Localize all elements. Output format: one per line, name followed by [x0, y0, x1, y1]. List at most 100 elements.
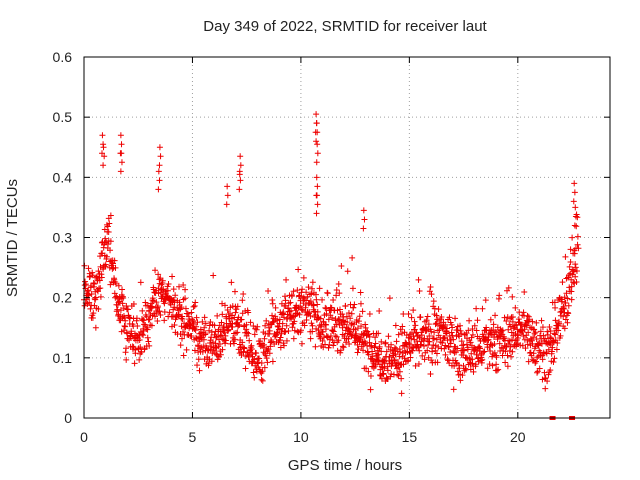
data-point	[335, 337, 342, 344]
x-tick-label: 10	[293, 429, 309, 445]
data-point	[263, 355, 270, 362]
data-point	[201, 324, 208, 331]
data-point	[238, 316, 245, 323]
data-point	[552, 331, 559, 338]
data-point	[349, 285, 356, 292]
data-point	[479, 356, 486, 363]
data-point	[238, 351, 245, 358]
data-point	[355, 345, 362, 352]
data-point	[231, 336, 238, 343]
data-point	[398, 375, 405, 382]
data-point	[261, 364, 268, 371]
data-point	[426, 338, 433, 345]
data-point	[118, 150, 125, 157]
data-point	[121, 314, 128, 321]
data-point	[550, 358, 557, 365]
data-point	[239, 339, 246, 346]
data-point	[170, 286, 177, 293]
data-point	[251, 374, 258, 381]
data-point	[546, 323, 553, 330]
data-point	[323, 321, 330, 328]
data-point	[208, 358, 215, 365]
data-point	[182, 286, 189, 293]
data-point	[354, 349, 361, 356]
data-point	[404, 343, 411, 350]
data-point	[345, 335, 352, 342]
data-point	[435, 306, 442, 313]
data-point	[381, 360, 388, 367]
data-point	[450, 336, 457, 343]
data-point	[428, 357, 435, 364]
data-point	[442, 342, 449, 349]
data-point	[182, 295, 189, 302]
data-point	[259, 368, 266, 375]
data-point	[294, 287, 301, 294]
data-point	[571, 250, 578, 257]
data-point	[548, 348, 555, 355]
data-point	[523, 322, 530, 329]
data-point	[395, 372, 402, 379]
data-point	[175, 312, 182, 319]
data-point	[243, 321, 250, 328]
data-point	[491, 349, 498, 356]
data-point	[330, 297, 337, 304]
data-point	[405, 340, 412, 347]
data-point	[347, 315, 354, 322]
data-point	[87, 284, 94, 291]
data-point	[118, 159, 125, 166]
data-point	[564, 295, 571, 302]
data-point	[222, 332, 229, 339]
data-point	[114, 301, 121, 308]
data-point	[182, 305, 189, 312]
data-point	[541, 369, 548, 376]
data-point	[365, 351, 372, 358]
data-point	[366, 310, 373, 317]
data-point	[145, 316, 152, 323]
data-point	[380, 371, 387, 378]
data-point	[574, 233, 581, 240]
data-point	[240, 344, 247, 351]
data-point	[134, 322, 141, 329]
data-point	[157, 311, 164, 318]
data-point	[159, 291, 166, 298]
data-point	[262, 322, 269, 329]
data-point	[375, 330, 382, 337]
data-point	[218, 319, 225, 326]
data-point	[461, 347, 468, 354]
data-point	[154, 303, 161, 310]
data-point	[148, 322, 155, 329]
data-point	[222, 337, 229, 344]
data-point	[81, 262, 88, 269]
data-point	[319, 328, 326, 335]
data-point	[493, 354, 500, 361]
data-point	[233, 306, 240, 313]
data-point	[266, 330, 273, 337]
data-point	[539, 376, 546, 383]
data-point	[126, 314, 133, 321]
data-point	[430, 298, 437, 305]
data-point	[254, 323, 261, 330]
data-point	[274, 329, 281, 336]
data-point	[571, 180, 578, 187]
x-tick-label: 20	[510, 429, 526, 445]
data-point	[515, 332, 522, 339]
data-point	[232, 309, 239, 316]
data-point	[367, 373, 374, 380]
data-point	[552, 317, 559, 324]
data-point	[372, 334, 379, 341]
data-point	[419, 352, 426, 359]
data-point	[87, 273, 94, 280]
data-point	[565, 310, 572, 317]
data-point	[314, 129, 321, 136]
data-point	[310, 302, 317, 309]
data-point	[562, 253, 569, 260]
data-point	[345, 309, 352, 316]
data-point	[317, 315, 324, 322]
data-point	[362, 327, 369, 334]
data-point	[194, 362, 201, 369]
data-point	[532, 359, 539, 366]
data-point	[532, 329, 539, 336]
data-point	[380, 358, 387, 365]
data-point	[313, 210, 320, 217]
data-point	[385, 333, 392, 340]
